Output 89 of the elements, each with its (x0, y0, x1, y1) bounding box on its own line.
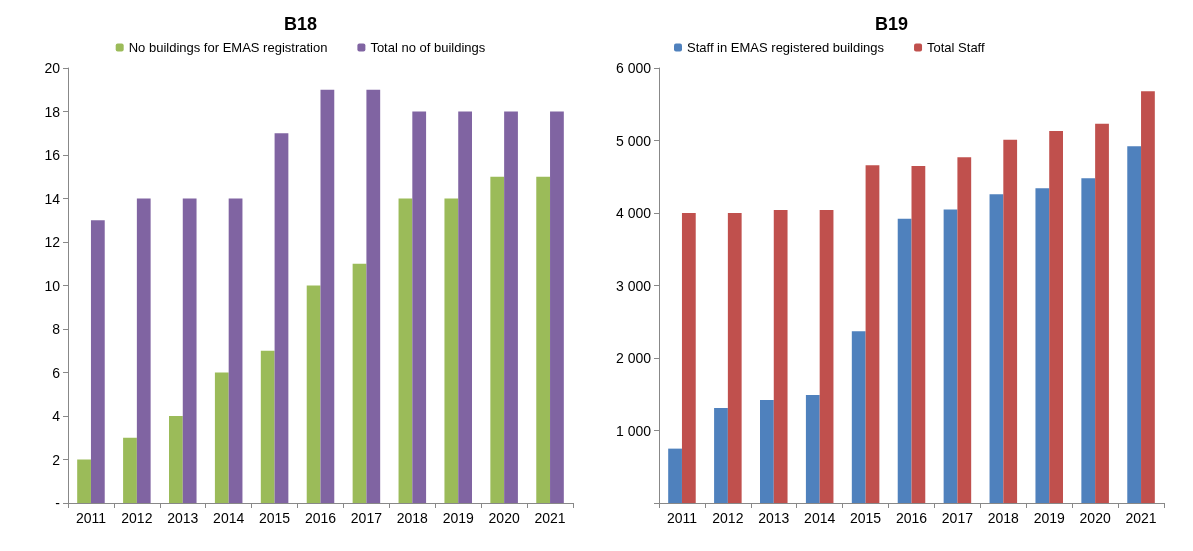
y-tick-label: - (55, 495, 61, 511)
y-tick-label: 3 000 (615, 277, 652, 294)
bar (957, 157, 972, 503)
y-tick-label: 12 (44, 234, 61, 250)
bar (1049, 131, 1063, 503)
bar (911, 165, 926, 503)
bar (819, 210, 834, 503)
bar (536, 176, 551, 503)
y-tick-label: 2 (52, 451, 61, 468)
bar (77, 459, 91, 503)
y-tick-label: 18 (44, 103, 61, 120)
x-tick-label: 2020 (1079, 510, 1111, 526)
x-tick-label: 2012 (712, 510, 744, 526)
x-tick-label: 2021 (1125, 510, 1157, 526)
x-tick-label: 2019 (1033, 510, 1066, 526)
bar (123, 437, 137, 503)
chart-title: B19 (874, 14, 909, 34)
bar (1141, 91, 1155, 503)
legend-label: No buildings for EMAS registration (128, 40, 328, 55)
bar (90, 220, 105, 503)
x-tick-label: 2011 (75, 510, 107, 526)
bar (989, 194, 1004, 503)
x-tick-label: 2018 (987, 510, 1020, 526)
bar (760, 400, 774, 503)
legend-label: Total Staff (927, 40, 985, 55)
bar (352, 263, 367, 503)
bar (320, 89, 335, 503)
x-tick-label: 2013 (167, 510, 199, 526)
bar (1127, 146, 1142, 503)
x-tick-label: 2016 (895, 510, 928, 526)
y-tick-label: 5 000 (615, 132, 652, 149)
x-tick-label: 2017 (350, 510, 383, 526)
bar (504, 111, 518, 503)
bar (1003, 139, 1018, 503)
bar (1035, 188, 1050, 503)
bar (412, 111, 427, 503)
bar (865, 165, 880, 503)
bar (727, 213, 742, 503)
x-tick-label: 2015 (259, 510, 291, 526)
bar (490, 176, 505, 503)
legend-label: Total no of buildings (370, 40, 486, 55)
bar (398, 198, 413, 503)
y-tick-label: 8 (52, 321, 61, 337)
y-tick-label: 10 (44, 277, 61, 294)
chart-title: B18 (283, 14, 318, 34)
x-tick-label: 2019 (442, 510, 475, 526)
bar (274, 133, 289, 503)
legend-label: Staff in EMAS registered buildings (687, 40, 885, 55)
bar (550, 111, 564, 503)
x-tick-label: 2016 (304, 510, 337, 526)
bar (444, 198, 459, 503)
y-tick-label: 4 000 (615, 205, 652, 221)
bar (943, 209, 958, 503)
x-tick-label: 2017 (941, 510, 974, 526)
bar (306, 285, 321, 503)
bar (214, 372, 229, 503)
bar (681, 213, 696, 503)
y-tick-label: 2 000 (615, 350, 652, 366)
x-tick-label: 2013 (758, 510, 790, 526)
y-tick-label: 14 (44, 190, 61, 207)
bar (366, 89, 381, 503)
bar (897, 218, 912, 503)
bar (260, 350, 275, 503)
bar (1081, 178, 1096, 503)
y-tick-label: 20 (44, 60, 61, 76)
bar (714, 408, 728, 503)
bar (773, 210, 788, 503)
x-tick-label: 2012 (121, 510, 153, 526)
bar (805, 394, 820, 503)
bar (458, 111, 472, 503)
x-tick-label: 2014 (213, 510, 245, 526)
bar (851, 331, 866, 503)
x-tick-label: 2018 (396, 510, 429, 526)
y-tick-label: 1 000 (615, 422, 652, 439)
x-tick-label: 2021 (534, 510, 566, 526)
y-tick-label: 4 (52, 408, 61, 424)
bar (1095, 123, 1109, 503)
x-tick-label: 2011 (666, 510, 698, 526)
x-tick-label: 2020 (488, 510, 520, 526)
x-tick-label: 2014 (804, 510, 836, 526)
y-tick-label: 16 (44, 147, 61, 163)
bar (182, 198, 197, 503)
y-tick-label: 6 000 (615, 60, 652, 76)
bar (169, 416, 183, 503)
bar (136, 198, 151, 503)
x-tick-label: 2015 (850, 510, 882, 526)
bar (668, 448, 682, 503)
bar (228, 198, 243, 503)
y-tick-label: 6 (52, 364, 61, 381)
